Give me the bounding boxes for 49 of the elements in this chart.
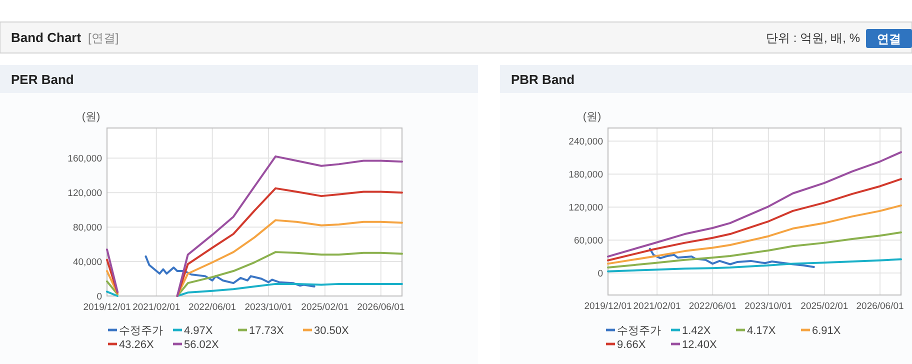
legend-label: 9.66X [617, 339, 646, 351]
legend-label: 30.50X [314, 325, 350, 337]
legend-label: 56.02X [184, 339, 220, 351]
line-series [607, 151, 902, 258]
line-series [607, 178, 902, 262]
y-tick-label: 120,000 [568, 202, 603, 214]
text: Band Chart [11, 30, 82, 45]
x-tick-label: 2022/06/01 [188, 302, 236, 313]
legend-label: 12.40X [682, 339, 718, 351]
y-axis-title: (원) [582, 111, 602, 123]
x-tick-label: 2021/02/01 [132, 302, 180, 313]
chart-title: PER Band [11, 72, 74, 87]
line-series [607, 204, 902, 265]
legend-label: 수정주가 [119, 325, 163, 337]
line-series [607, 231, 902, 269]
legend-label: 수정주가 [617, 325, 661, 337]
x-tick-label: 2023/10/01 [744, 301, 792, 312]
x-tick-label: 2023/10/01 [244, 302, 292, 313]
text: [연결] [88, 31, 119, 45]
line-series [648, 248, 815, 268]
x-tick-label: 2026/06/01 [856, 301, 904, 312]
chart-title: PBR Band [511, 72, 575, 87]
x-tick-label: 2022/06/01 [688, 301, 736, 312]
y-tick-label: 240,000 [568, 136, 603, 148]
legend-label: 17.73X [249, 325, 285, 337]
y-tick-label: 80,000 [72, 222, 102, 234]
legend-label: 1.42X [682, 325, 712, 337]
y-tick-label: 0 [96, 292, 102, 302]
text: 단위 : 억원, 배, % [766, 31, 860, 45]
y-axis-title: (원) [82, 111, 100, 123]
y-tick-label: 60,000 [574, 236, 603, 247]
y-tick-label: 180,000 [568, 170, 603, 181]
legend-label: 43.26X [119, 339, 155, 351]
line-series [607, 258, 902, 272]
legend-label: 4.97X [184, 325, 214, 337]
x-tick-label: 2025/02/01 [301, 302, 349, 313]
y-tick-label: 120,000 [68, 188, 102, 200]
legend-label: 6.91X [812, 325, 842, 337]
text: 연결 [877, 32, 901, 46]
x-tick-label: 2025/02/01 [800, 301, 848, 312]
x-tick-label: 2026/06/01 [357, 302, 405, 313]
x-tick-label: 2019/12/01 [83, 302, 131, 313]
x-tick-label: 2021/02/01 [633, 301, 681, 312]
y-tick-label: 0 [598, 268, 603, 280]
legend-label: 4.17X [747, 325, 776, 337]
x-tick-label: 2019/12/01 [584, 301, 632, 312]
y-tick-label: 160,000 [68, 154, 102, 165]
line-series [144, 255, 316, 288]
y-tick-label: 40,000 [72, 257, 102, 268]
